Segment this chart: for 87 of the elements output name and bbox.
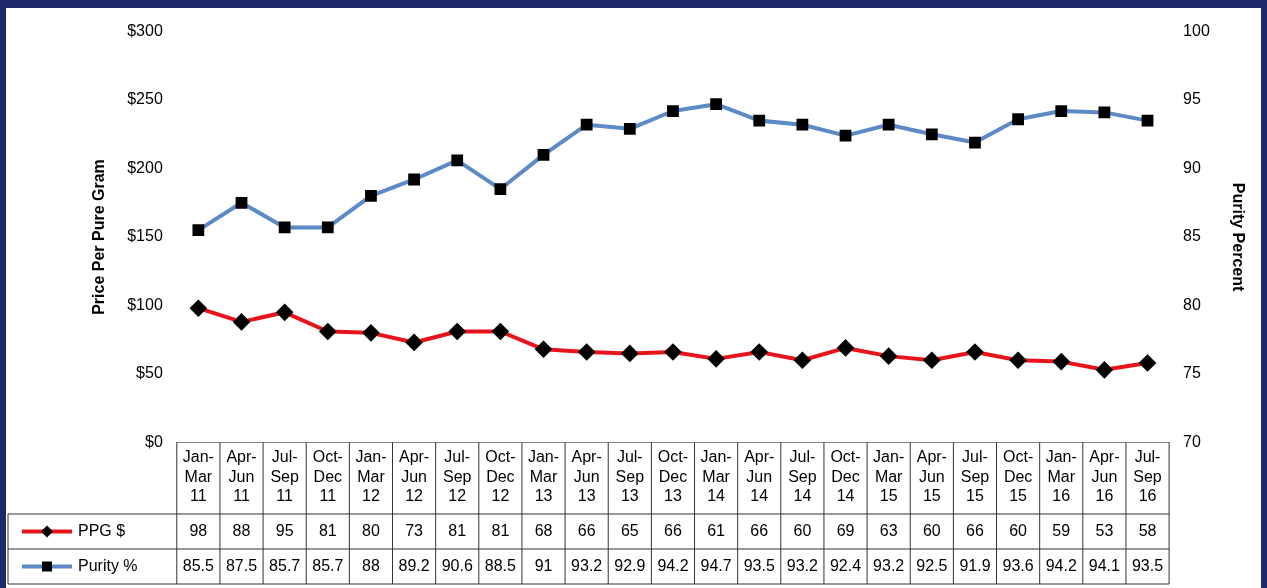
data-label: 88 [232,521,251,539]
data-label: 93.5 [743,556,775,574]
data-label: 81 [448,521,467,539]
x-tick-label: Apr-Jun 16 [1089,448,1120,504]
data-label: 65 [620,521,639,539]
data-label: 68 [534,521,553,539]
data-label: 92.5 [916,556,948,574]
y-tick-label: $250 [127,90,163,108]
y2-tick-label: 80 [1183,295,1201,313]
x-tick-label: Oct-Dec 13 [657,448,689,504]
data-label: 63 [879,521,898,539]
y-tick-label: $200 [127,158,163,176]
data-label: 92.4 [829,556,862,574]
data-label: 53 [1095,521,1114,539]
data-label: 85.7 [312,556,344,574]
data-label: 94.2 [1045,556,1077,574]
x-tick-label: Apr-Jun 11 [226,448,257,504]
data-label: 94.1 [1088,556,1121,574]
data-label: 98 [189,521,208,539]
data-label: 66 [577,521,596,539]
data-label: 94.7 [700,556,732,574]
x-tick-label: Oct-Dec 15 [1002,448,1034,504]
y2-tick-label: 75 [1183,364,1201,382]
data-label: 73 [405,521,424,539]
data-label: 88.5 [484,556,517,574]
x-tick-label: Jan-Mar 15 [873,448,905,504]
y-axis-title: Price Per Pure Gram [90,159,108,315]
data-label: 60 [793,521,812,539]
data-label: 66 [664,521,682,539]
x-tick-label: Apr-Jun 13 [571,448,602,504]
y-tick-label: $300 [127,22,163,40]
x-tick-label: Oct-Dec 12 [485,448,516,504]
data-label: 94.2 [657,556,689,574]
data-label: 93.2 [786,556,819,574]
y2-tick-label: 90 [1183,158,1201,176]
data-label: 87.5 [225,556,258,574]
data-label: 91 [534,556,553,574]
data-label: 93.2 [571,556,603,574]
data-label: 85.7 [269,556,301,574]
x-tick-label: Apr-Jun 15 [916,448,947,504]
data-label: 89.2 [398,556,430,574]
data-label: 60 [922,521,941,539]
x-tick-label: Apr-Jun 14 [744,448,775,504]
data-label: 81 [318,521,337,539]
x-tick-label: Jan-Mar 14 [700,448,732,504]
y2-tick-label: 100 [1183,22,1210,40]
y2-tick-label: 70 [1183,432,1201,450]
data-label: 85.5 [182,556,215,574]
data-label: 58 [1138,521,1157,539]
y-tick-label: $100 [127,295,163,313]
x-tick-label: Jul-Sep 14 [788,448,817,504]
y-tick-label: $50 [136,364,163,382]
y-tick-label: $0 [145,432,163,450]
data-label: 95 [275,521,294,539]
y2-tick-label: 95 [1183,90,1201,108]
legend-label: PPG $ [78,521,126,539]
data-label: 60 [1009,521,1028,539]
data-label: 93.6 [1002,556,1034,574]
data-label: 69 [836,521,855,539]
x-tick-label: Jul-Sep 15 [960,448,990,504]
data-label: 90.6 [441,556,473,574]
data-label: 61 [707,521,726,539]
data-label: 93.2 [873,556,905,574]
data-label: 93.5 [1131,556,1164,574]
data-label: 81 [491,521,510,539]
y-tick-label: $150 [127,227,163,245]
data-label: 91.9 [959,556,991,574]
x-tick-label: Jan-Mar 16 [1045,448,1077,504]
data-label: 59 [1052,521,1071,539]
y2-tick-label: 85 [1183,227,1201,245]
data-label: 66 [750,521,769,539]
x-tick-label: Jul-Sep 13 [615,448,645,504]
y2-axis-title: Purity Percent [1229,182,1247,292]
legend-label: Purity % [78,556,138,574]
x-tick-label: Oct-Dec 14 [830,448,861,504]
data-label: 66 [966,521,984,539]
data-label: 80 [362,521,380,539]
x-tick-label: Jul-Sep 12 [443,448,472,504]
data-label: 92.9 [614,556,646,574]
x-tick-label: Oct-Dec 11 [312,448,343,504]
x-tick-label: Jan-Mar 11 [182,448,214,504]
x-tick-label: Jul-Sep 11 [270,448,299,504]
x-tick-label: Jan-Mar 13 [527,448,560,504]
data-label: 88 [362,556,380,574]
x-tick-label: Jan-Mar 12 [355,448,387,504]
x-tick-label: Jul-Sep 16 [1133,448,1162,504]
x-tick-label: Apr-Jun 12 [398,448,430,504]
